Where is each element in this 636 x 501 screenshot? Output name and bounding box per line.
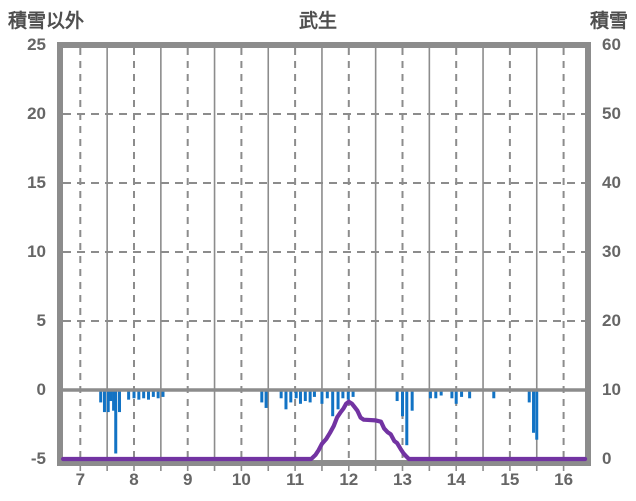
precip-bar xyxy=(146,390,150,400)
precip-bar xyxy=(532,390,536,433)
precip-bar xyxy=(527,390,531,403)
x-axis-tick: 7 xyxy=(75,470,86,489)
precip-bar xyxy=(151,390,155,397)
chart-title: 武生 xyxy=(298,11,337,32)
plot-frame xyxy=(57,42,591,466)
left-axis-tick: 10 xyxy=(27,242,46,261)
precip-bar xyxy=(395,390,399,402)
x-axis-tick: 15 xyxy=(500,470,520,489)
x-axis-tick: 11 xyxy=(286,470,305,489)
precip-bar xyxy=(454,390,458,404)
right-axis-tick: 30 xyxy=(602,242,621,261)
left-axis-tick: 15 xyxy=(27,173,46,192)
x-axis-tick: 9 xyxy=(182,470,193,489)
precip-bar xyxy=(303,390,307,402)
precip-bar xyxy=(279,390,283,399)
x-axis-tick: 14 xyxy=(446,470,466,489)
right-axis-tick: 60 xyxy=(602,35,621,54)
precip-bar xyxy=(260,390,264,403)
precip-bar xyxy=(102,390,106,413)
precip-bar xyxy=(156,390,160,399)
right-axis-tick: 40 xyxy=(602,173,621,192)
x-axis-tick: 8 xyxy=(129,470,139,489)
x-axis-tick: 12 xyxy=(339,470,359,489)
left-axis-tick: -5 xyxy=(30,449,46,468)
precip-bar xyxy=(460,390,464,397)
precip-bar xyxy=(428,390,432,399)
precip-bar xyxy=(434,390,438,399)
precip-bar xyxy=(401,390,404,417)
precip-bar xyxy=(109,390,113,402)
precip-bar xyxy=(118,390,122,413)
right-axis-title: 積雪 xyxy=(589,11,628,32)
precip-bar xyxy=(264,390,268,408)
precip-bar xyxy=(114,390,118,454)
precip-bar xyxy=(439,390,443,396)
precip-bar xyxy=(325,390,329,399)
precip-bar xyxy=(410,390,414,411)
left-axis-tick: 5 xyxy=(36,311,46,330)
precip-bar xyxy=(535,390,539,440)
precip-bar xyxy=(351,390,355,397)
left-axis-title: 積雪以外 xyxy=(8,11,85,32)
precip-bar xyxy=(468,390,472,399)
precip-bar xyxy=(331,390,335,417)
precip-bar xyxy=(99,390,103,403)
left-axis-tick: 20 xyxy=(27,104,46,123)
precip-bar xyxy=(284,390,288,410)
precip-bar xyxy=(346,390,350,400)
x-axis-tick: 10 xyxy=(231,470,251,489)
left-axis-tick: 0 xyxy=(36,380,46,399)
precip-bar xyxy=(127,390,131,400)
precip-bar xyxy=(336,390,340,410)
precip-bar xyxy=(289,390,293,403)
right-axis-tick: 50 xyxy=(602,104,621,123)
precip-bar xyxy=(132,390,136,399)
snow-depth-line xyxy=(60,399,588,462)
right-axis-tick: 20 xyxy=(602,311,621,330)
precip-bar xyxy=(137,390,141,400)
precip-bar xyxy=(294,390,298,399)
precip-bar xyxy=(106,390,110,413)
precip-bar xyxy=(298,390,302,404)
precip-bar xyxy=(112,390,116,411)
right-axis-tick: 0 xyxy=(602,449,612,468)
precip-bar xyxy=(341,390,345,399)
precip-bar xyxy=(450,390,454,399)
precip-bar xyxy=(312,390,316,397)
left-axis-tick: 25 xyxy=(27,35,46,54)
right-axis-tick: 10 xyxy=(602,380,621,399)
precip-bar xyxy=(320,390,324,404)
x-axis-tick: 16 xyxy=(554,470,574,489)
precip-bar xyxy=(492,390,496,399)
precip-bar xyxy=(142,390,146,399)
x-axis-tick: 13 xyxy=(393,470,412,489)
precip-bar xyxy=(405,390,409,446)
precip-bar xyxy=(161,390,165,397)
precip-bar xyxy=(308,390,312,403)
